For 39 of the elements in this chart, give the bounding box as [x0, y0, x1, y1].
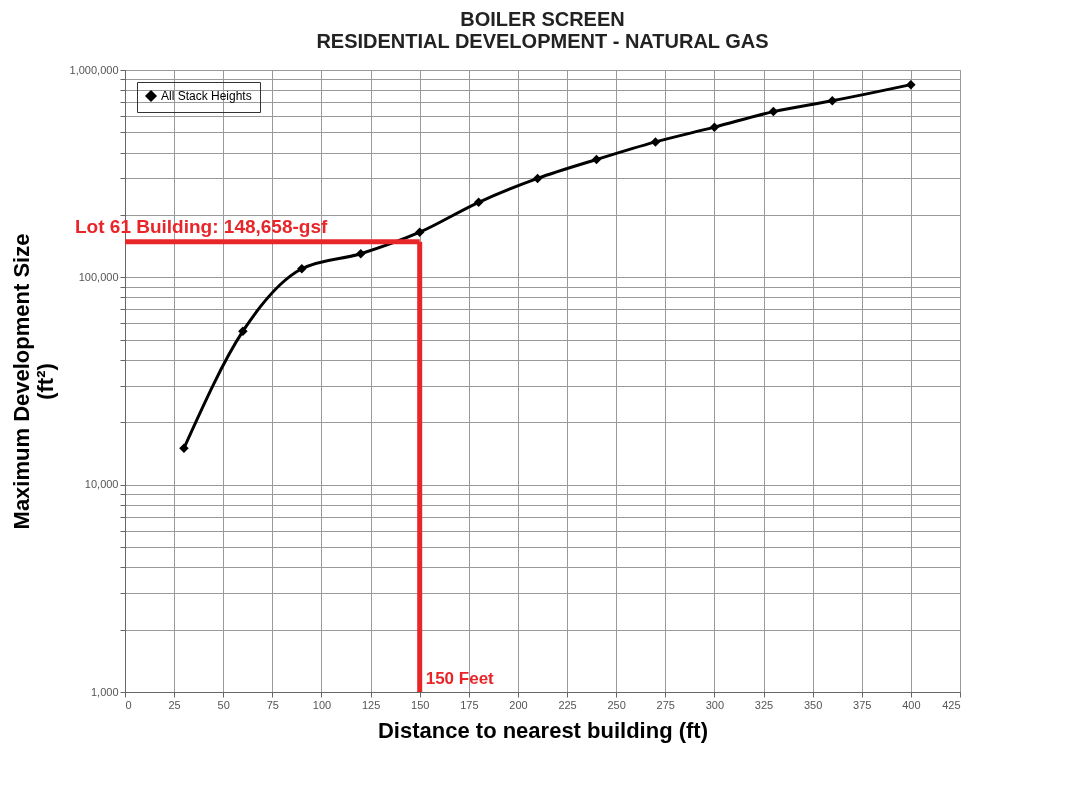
y-tick-label: 100,000: [78, 270, 119, 283]
x-tick-label: 400: [902, 698, 921, 711]
ref-line-label: 150 Feet: [425, 669, 495, 688]
point: [591, 154, 602, 165]
point: [532, 173, 543, 184]
x-tick-label: 425: [942, 698, 961, 711]
x-tick-label: 225: [558, 698, 577, 711]
x-tick-label: 75: [266, 698, 279, 711]
x-tick-label: 250: [607, 698, 626, 711]
y-axis-title: Maximum Development Size (ft²): [8, 233, 58, 530]
x-tick-label: 350: [803, 698, 823, 711]
x-tick-label: 150: [411, 698, 430, 711]
point: [827, 96, 838, 106]
legend-label: All Stack Heights: [161, 89, 252, 103]
y-tick-label: 1,000: [90, 685, 119, 698]
x-tick-label: 125: [361, 698, 381, 711]
point: [473, 197, 484, 208]
point: [414, 227, 425, 237]
x-tick-label: 175: [460, 698, 479, 711]
x-tick-label: 200: [509, 698, 528, 711]
point: [297, 264, 307, 274]
y-tick-label: 1,000,000: [69, 63, 119, 76]
x-tick-label: 0: [125, 698, 132, 711]
x-tick-label: 275: [656, 698, 675, 711]
point: [709, 122, 720, 132]
point: [650, 137, 661, 147]
point: [906, 79, 916, 90]
x-tick-label: 50: [217, 698, 230, 711]
x-axis-title: Distance to nearest building (ft): [377, 717, 709, 743]
point: [356, 248, 366, 259]
point: [768, 106, 779, 117]
y-tick-label: 10,000: [84, 478, 119, 491]
x-tick-label: 100: [312, 698, 332, 711]
chart-title: BOILER SCREEN RESIDENTIAL DEVELOPMENT - NATURAL GAS: [316, 8, 769, 52]
x-tick-label: 325: [754, 698, 774, 711]
x-tick-label: 375: [853, 698, 872, 711]
point: [238, 326, 248, 336]
x-tick-label: 300: [705, 698, 725, 711]
x-tick-label: 25: [168, 698, 181, 711]
